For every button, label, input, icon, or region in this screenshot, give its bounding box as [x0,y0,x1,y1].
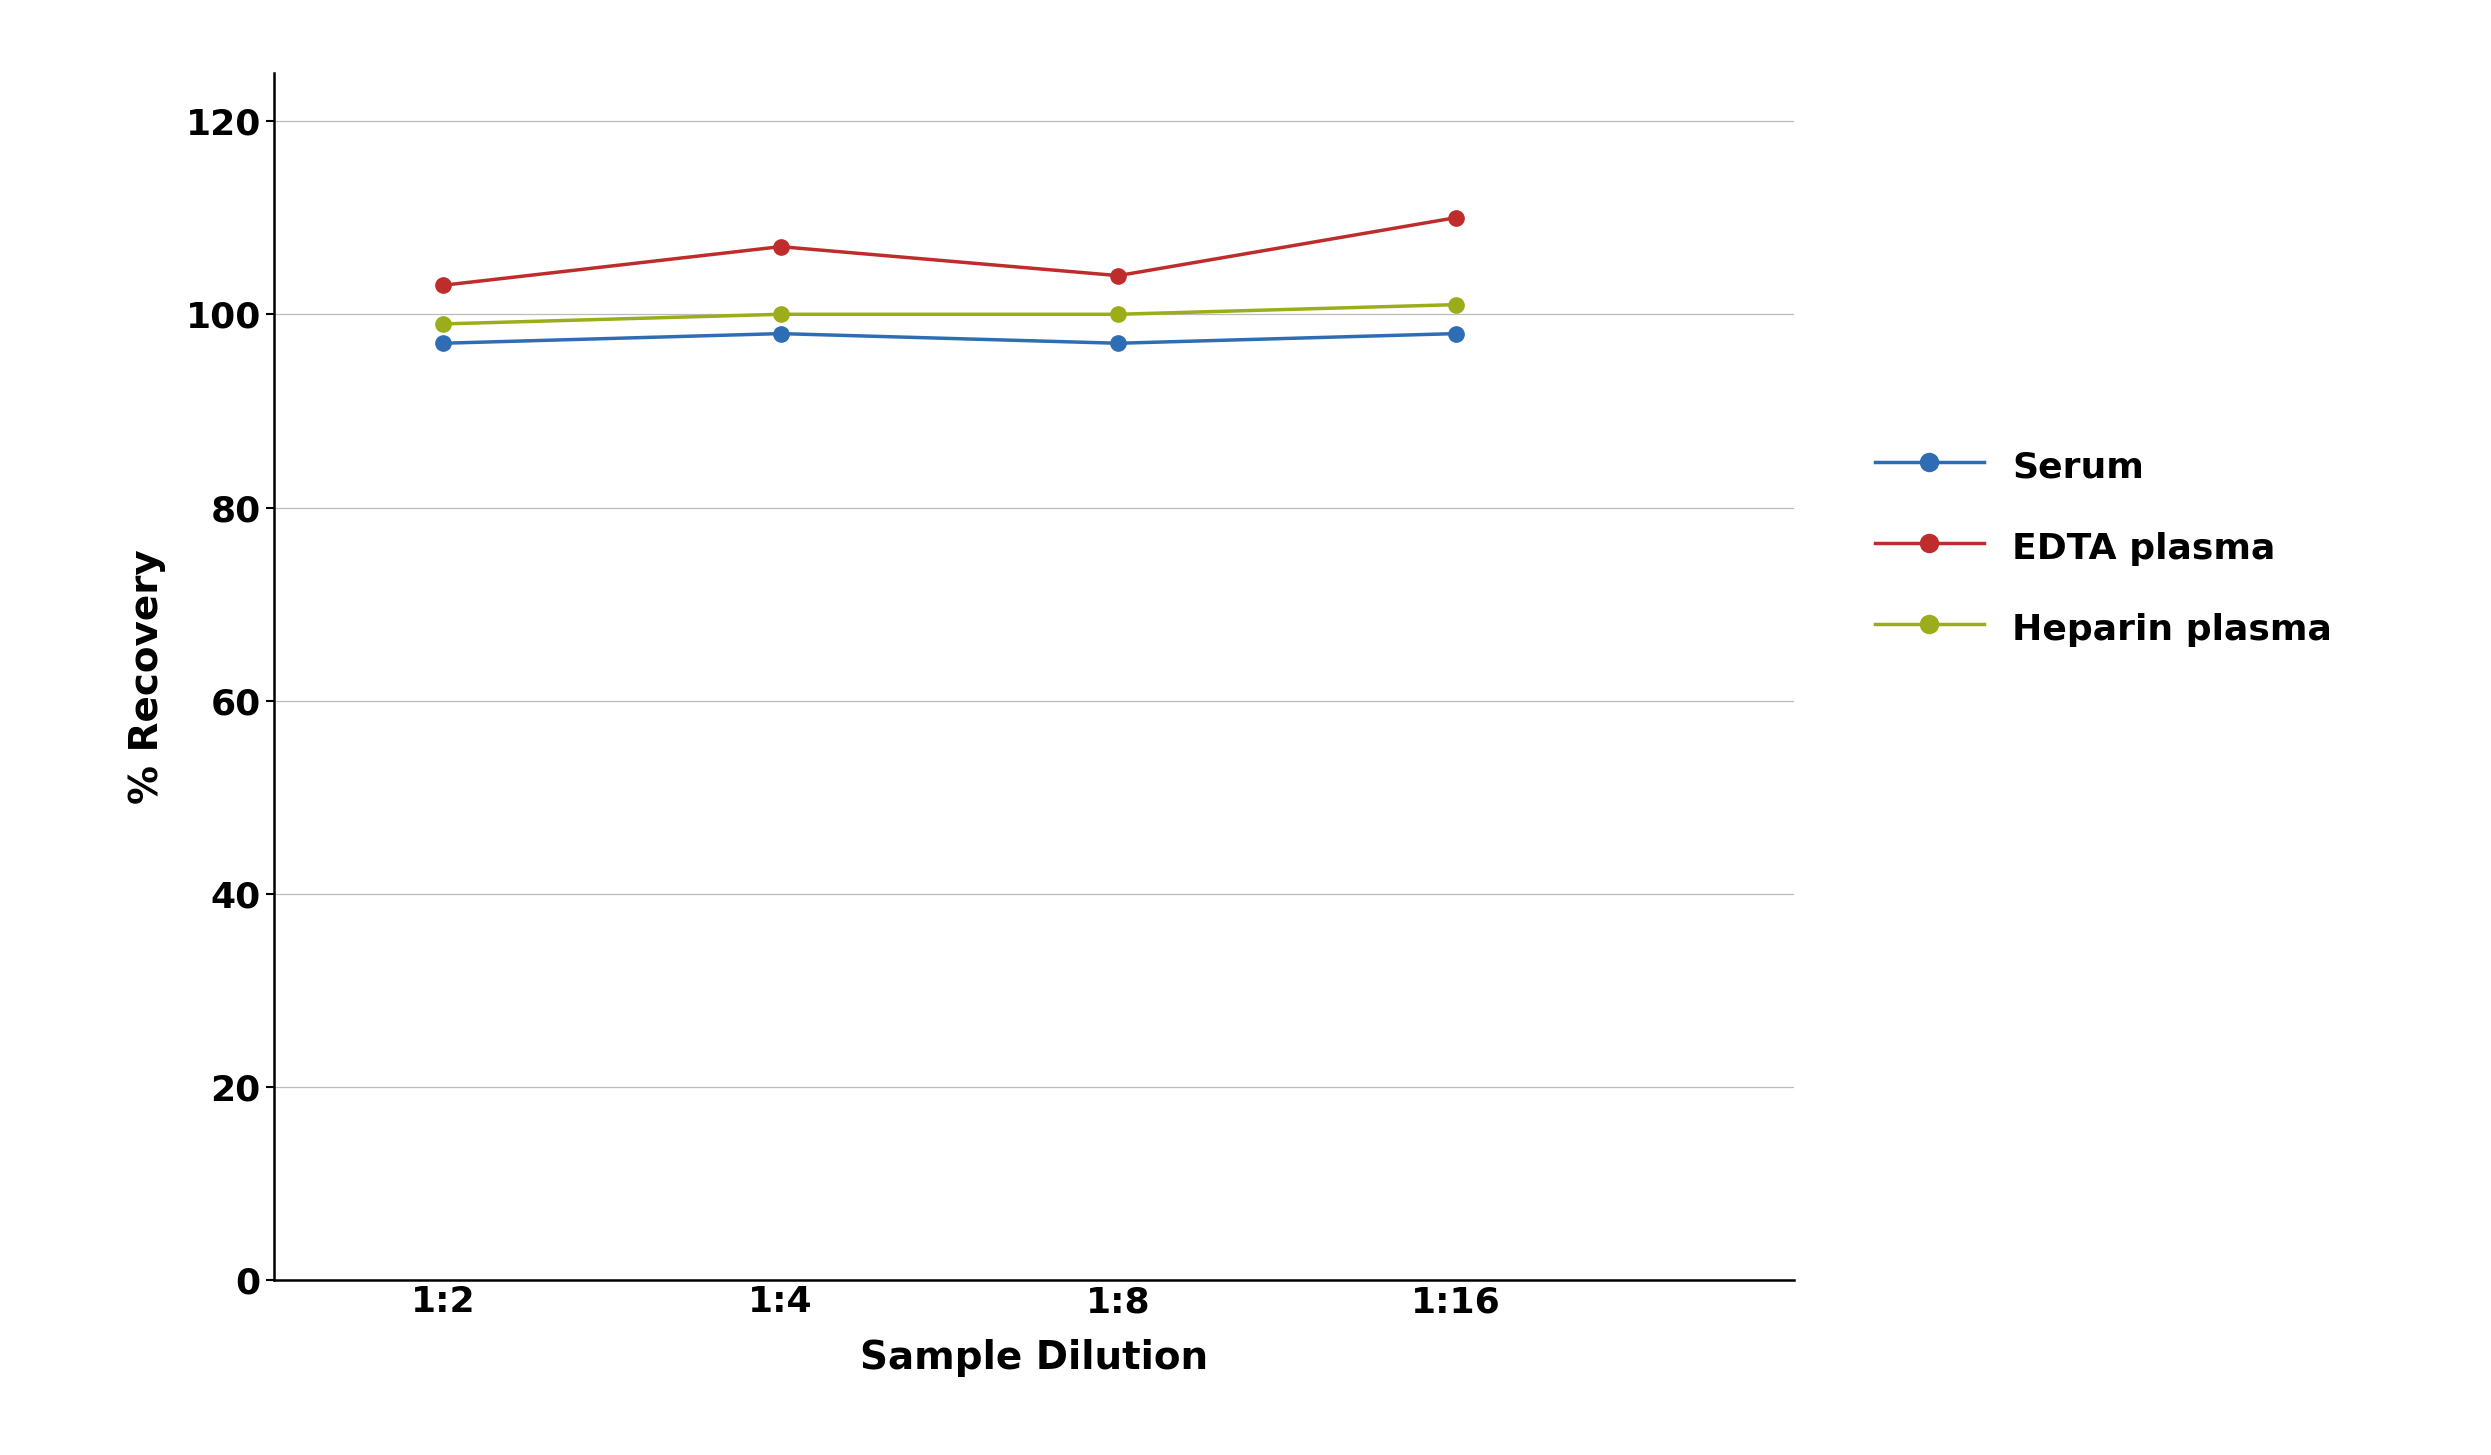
EDTA plasma [1440,210,1470,227]
Serum [1104,335,1133,352]
Y-axis label: % Recovery: % Recovery [127,549,167,805]
Serum [1440,324,1470,342]
Serum [428,335,458,352]
EDTA plasma [1104,266,1133,284]
Heparin plasma [765,306,795,323]
Heparin plasma [1440,295,1470,313]
Legend: Serum, EDTA plasma, Heparin plasma: Serum, EDTA plasma, Heparin plasma [1858,429,2352,665]
Heparin plasma [428,316,458,333]
Serum [765,324,795,342]
EDTA plasma [428,276,458,294]
Line: Serum: Serum [436,326,1465,351]
Heparin plasma [1104,306,1133,323]
Line: Heparin plasma: Heparin plasma [436,297,1465,332]
Line: EDTA plasma: EDTA plasma [436,210,1465,292]
EDTA plasma [765,239,795,256]
X-axis label: Sample Dilution: Sample Dilution [859,1339,1208,1376]
